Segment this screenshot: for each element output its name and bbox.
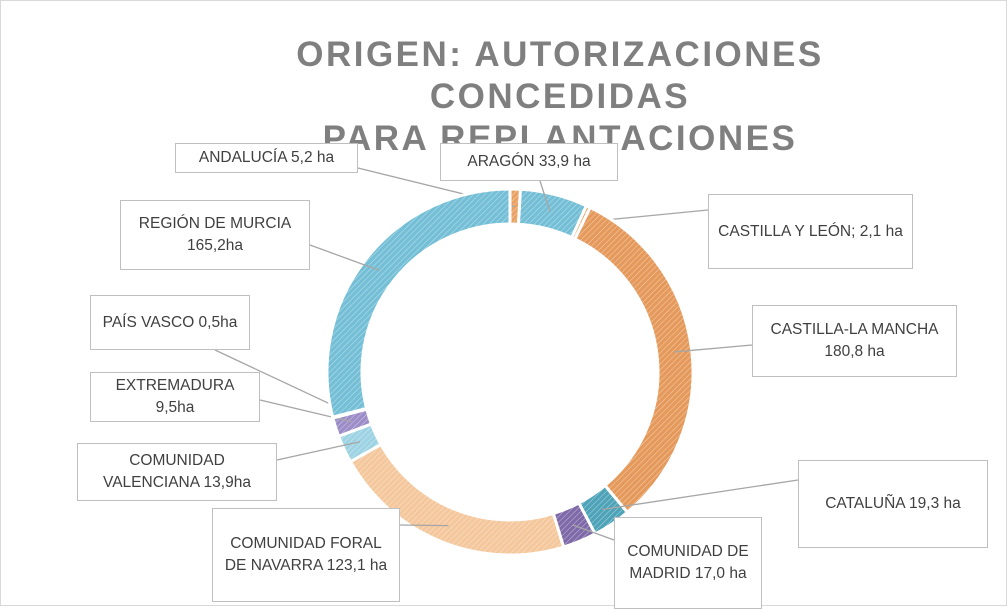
data-label: PAÍS VASCO 0,5ha [90, 295, 250, 350]
leader-line [214, 349, 350, 414]
data-label: ANDALUCÍA 5,2 ha [175, 143, 358, 173]
data-label: CASTILLA Y LEÓN; 2,1 ha [708, 194, 913, 269]
donut-slice [572, 205, 695, 515]
data-label: CASTILLA-LA MANCHA 180,8 ha [752, 305, 957, 377]
data-label: COMUNIDAD DE MADRID 17,0 ha [614, 517, 762, 609]
leader-line [674, 344, 753, 353]
data-label: COMUNIDAD FORAL DE NAVARRA 123,1 ha [212, 508, 400, 602]
data-label: CATALUÑA 19,3 ha [798, 460, 988, 548]
data-label: REGIÓN DE MURCIA 165,2ha [120, 200, 310, 270]
leader-line [602, 479, 799, 511]
leader-line [539, 180, 551, 212]
leader-line [399, 524, 449, 527]
data-label: COMUNIDAD VALENCIANA 13,9ha [77, 443, 277, 501]
donut-slice [325, 187, 512, 419]
leader-line [572, 524, 615, 541]
data-label: ARAGÓN 33,9 ha [440, 143, 618, 181]
data-label: EXTREMADURA 9,5ha [90, 372, 260, 422]
leader-line [309, 244, 380, 271]
leader-line [276, 441, 361, 461]
chart-title: ORIGEN: AUTORIZACIONES CONCEDIDAS PARA R… [296, 35, 824, 158]
